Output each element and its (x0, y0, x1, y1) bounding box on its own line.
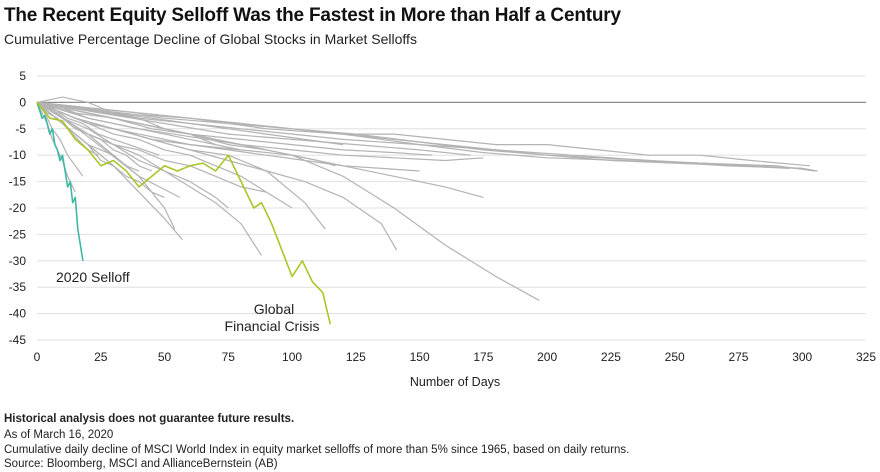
y-tick-label: -5 (15, 122, 26, 136)
x-tick-label: 275 (728, 350, 748, 364)
x-tick-label: 25 (94, 350, 108, 364)
annotation-gfc-line1: Global (254, 301, 294, 317)
y-tick-label: -15 (9, 175, 27, 189)
x-tick-label: 150 (410, 350, 430, 364)
as-of-note: As of March 16, 2020 (4, 429, 114, 441)
gridlines (37, 75, 866, 341)
y-tick-label: -30 (9, 254, 27, 268)
series-2020-selloff-line (36, 102, 84, 261)
description-note: Cumulative daily decline of MSCI World I… (4, 444, 630, 456)
history-selloff-line (36, 101, 344, 146)
history-selloff-line (36, 101, 810, 167)
x-tick-label: 175 (473, 350, 493, 364)
y-tick-label: -40 (9, 307, 27, 321)
history-selloff-line (36, 96, 216, 146)
history-selloff-line (36, 101, 293, 209)
y-tick-label: 0 (19, 95, 26, 109)
x-tick-label: 75 (222, 350, 236, 364)
x-tick-label: 100 (282, 350, 302, 364)
line-chart: 50-5-10-15-20-25-30-35-40-45 0 25 50 75 100 1… (9, 69, 877, 389)
x-axis-ticks: 0 25 50 75 100 125 150 175 200 225 250 275 300 325 (34, 350, 877, 364)
x-tick-label: 0 (34, 350, 41, 364)
history-selloff-line (36, 101, 153, 172)
history-selloff-line (36, 101, 267, 151)
history-selloff-line (36, 101, 267, 193)
source-note: Source: Bloomberg, MSCI and AllianceBern… (4, 458, 278, 470)
history-selloff-line (36, 101, 114, 167)
x-tick-label: 325 (856, 350, 876, 364)
y-tick-label: -20 (9, 201, 27, 215)
chart-subtitle: Cumulative Percentage Decline of Global … (4, 31, 417, 47)
annotation-gfc-line2: Financial Crisis (225, 318, 320, 334)
x-axis-label: Number of Days (410, 375, 500, 389)
x-tick-label: 300 (792, 350, 812, 364)
history-selloff-line (36, 101, 160, 156)
series-gfc-line (36, 101, 332, 325)
history-selloff-line (36, 101, 229, 209)
x-tick-label: 50 (158, 350, 172, 364)
history-selloff-line (36, 101, 326, 230)
y-tick-label: -45 (9, 333, 27, 347)
annotation-2020-selloff: 2020 Selloff (56, 269, 130, 285)
y-tick-label: 5 (19, 69, 26, 83)
y-axis-ticks: 5 0 -5 -10 -15 -20 -25 -30 -35 -40 -45 (9, 69, 27, 347)
y-tick-label: -10 (9, 148, 27, 162)
chart-title: The Recent Equity Selloff Was the Fastes… (4, 5, 621, 26)
x-tick-label: 225 (601, 350, 621, 364)
x-tick-label: 200 (537, 350, 557, 364)
history-selloff-line (36, 101, 803, 169)
y-tick-label: -25 (9, 227, 27, 241)
series-lines (36, 96, 818, 325)
disclaimer-note: Historical analysis does not guarantee f… (4, 413, 295, 425)
history-selloff-line (36, 101, 471, 156)
y-tick-label: -35 (9, 280, 27, 294)
x-tick-label: 125 (346, 350, 366, 364)
x-tick-label: 250 (665, 350, 685, 364)
